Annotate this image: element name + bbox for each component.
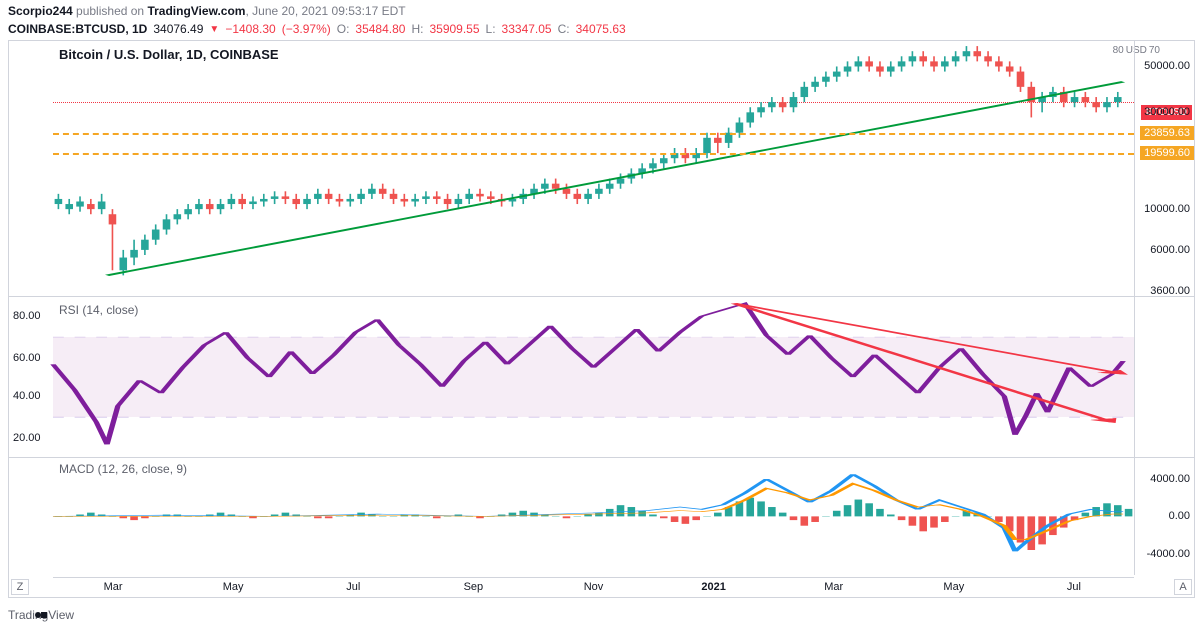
time-tick: Mar xyxy=(53,578,173,597)
time-tick: May xyxy=(173,578,293,597)
c-value: 34075.63 xyxy=(576,22,626,36)
price-svg xyxy=(53,41,1134,296)
c-label: C: xyxy=(558,22,570,36)
rsi-y-tick: 80.00 xyxy=(13,310,41,322)
rsi-y-tick: 40.00 xyxy=(13,390,41,402)
rsi-plot[interactable] xyxy=(53,297,1134,457)
price-plot[interactable]: BTCUSD xyxy=(53,41,1134,296)
pub-text: published on xyxy=(73,4,148,18)
time-tick: 2021 xyxy=(654,578,774,597)
h-label: H: xyxy=(411,22,423,36)
price-y-tick: 3600.00 xyxy=(1150,285,1190,297)
time-tick: Sep xyxy=(413,578,533,597)
price-y-axis[interactable]: 50000.00 30000.00 23859.63 19599.60 10000.00… xyxy=(1134,41,1194,296)
macd-plot[interactable] xyxy=(53,458,1134,575)
macd-y-tick: -4000.00 xyxy=(1147,548,1190,560)
down-arrow-icon: ▼ xyxy=(209,24,219,35)
price-y-tick: 19599.60 xyxy=(1140,146,1194,160)
change-value: −1408.30 xyxy=(225,22,275,36)
macd-svg xyxy=(53,458,1134,575)
change-pct: (−3.97%) xyxy=(282,22,331,36)
pub-date: June 20, 2021 09:53:17 EDT xyxy=(252,4,405,18)
author-name: Scorpio244 xyxy=(8,4,73,18)
rsi-y-tick: 60.00 xyxy=(13,352,41,364)
price-y-tick: 23859.63 xyxy=(1140,126,1194,140)
rsi-svg xyxy=(53,297,1134,457)
o-label: O: xyxy=(337,22,350,36)
o-value: 35484.80 xyxy=(355,22,405,36)
rsi-y-axis-right[interactable] xyxy=(1134,297,1194,457)
price-y-tick: 50000.00 xyxy=(1144,60,1190,72)
footer-brand[interactable]: TradingView xyxy=(8,608,74,622)
macd-pane[interactable]: MACD (12, 26, close, 9) 4000.000.00-4000… xyxy=(9,458,1194,575)
rsi-y-axis-left[interactable]: 80.00 60.00 40.00 20.00 xyxy=(9,297,53,457)
macd-y-tick: 4000.00 xyxy=(1150,473,1190,485)
rsi-y-tick: 20.00 xyxy=(13,432,41,444)
price-y-tick: 30000.00 xyxy=(1144,106,1190,118)
price-y-tick: 10000.00 xyxy=(1144,203,1190,215)
time-tick: Nov xyxy=(533,578,653,597)
h-value: 35909.55 xyxy=(429,22,479,36)
tradingview-logo-icon xyxy=(8,608,74,622)
symbol-label[interactable]: COINBASE:BTCUSD, 1D xyxy=(8,22,147,36)
chart-frame: Bitcoin / U.S. Dollar, 1D, COINBASE 80US… xyxy=(8,40,1195,598)
time-tick: Jul xyxy=(1014,578,1134,597)
time-tick: May xyxy=(894,578,1014,597)
macd-y-tick: 0.00 xyxy=(1169,510,1190,522)
support-line[interactable] xyxy=(53,153,1134,155)
time-tick: Mar xyxy=(774,578,894,597)
zoom-auto-button[interactable]: A xyxy=(1174,579,1192,595)
last-price: 34076.49 xyxy=(153,22,203,36)
price-y-tick: 6000.00 xyxy=(1150,244,1190,256)
ohlc-bar: COINBASE:BTCUSD, 1D 34076.49 ▼ −1408.30 … xyxy=(0,20,1203,38)
zoom-out-button[interactable]: Z xyxy=(11,579,29,595)
price-pane[interactable]: Bitcoin / U.S. Dollar, 1D, COINBASE 80US… xyxy=(9,41,1194,297)
time-tick: Jul xyxy=(293,578,413,597)
l-value: 33347.05 xyxy=(502,22,552,36)
time-axis[interactable]: MarMayJulSepNov2021MarMayJul xyxy=(53,577,1134,597)
rsi-pane[interactable]: RSI (14, close) 80.0060.0040.0020.00 xyxy=(9,297,1194,458)
site-name: TradingView.com xyxy=(147,4,245,18)
support-line[interactable] xyxy=(53,133,1134,135)
l-label: L: xyxy=(486,22,496,36)
macd-y-axis[interactable]: 4000.00 0.00 -4000.00 xyxy=(1134,458,1194,575)
